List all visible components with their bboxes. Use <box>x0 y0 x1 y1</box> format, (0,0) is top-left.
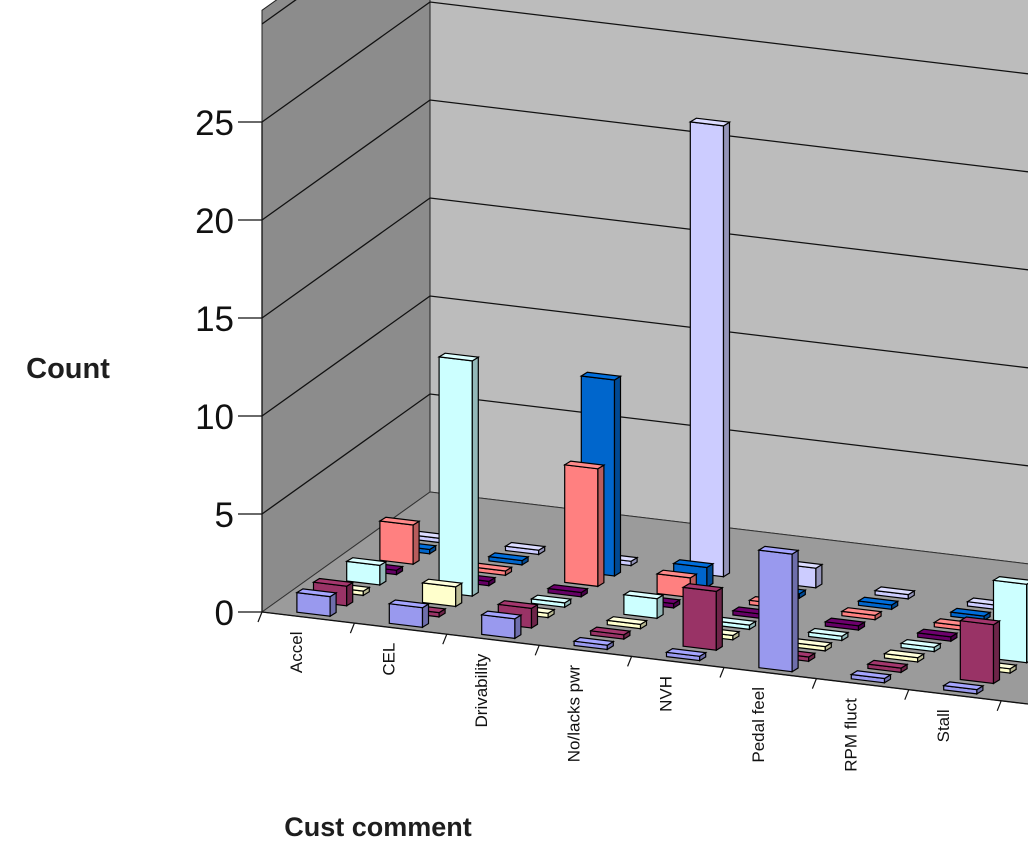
bar <box>823 617 867 632</box>
x-axis-title: Cust comment <box>284 812 472 842</box>
bar <box>344 557 388 587</box>
bar <box>437 352 481 598</box>
x-tick-label: No/lacks pwr <box>564 665 583 763</box>
x-tick-mark <box>996 700 1002 712</box>
y-tick-label: 25 <box>195 104 234 143</box>
x-tick-mark <box>811 678 817 689</box>
y-tick-label: 15 <box>195 300 234 339</box>
gridlines <box>261 0 1028 515</box>
bar <box>790 638 834 652</box>
bar <box>503 541 547 556</box>
y-tick-label: 20 <box>195 202 234 241</box>
bar <box>546 584 590 598</box>
x-tick-mark <box>904 689 910 700</box>
bar <box>529 594 573 609</box>
bar <box>487 552 530 566</box>
bar <box>562 460 606 588</box>
x-tick-mark <box>349 622 355 634</box>
bar <box>856 596 900 611</box>
gridline <box>261 197 1028 319</box>
gridline <box>261 99 1028 221</box>
bar <box>681 583 725 652</box>
bar <box>588 626 632 641</box>
x-tick-label: Pedal feel <box>749 687 768 763</box>
x-tick-label: Starting <box>1026 720 1028 779</box>
gridline <box>261 295 1028 417</box>
bar <box>958 616 1002 685</box>
bar <box>757 545 800 673</box>
bar <box>806 627 850 642</box>
bar <box>605 616 649 630</box>
bar <box>664 647 708 662</box>
axes <box>238 121 1028 712</box>
bar <box>622 590 665 620</box>
y-axis-title: Count <box>26 353 110 385</box>
bar <box>873 586 917 600</box>
x-tick-mark <box>442 633 448 645</box>
x-tick-label: Drivability <box>472 653 491 727</box>
bar <box>378 516 421 566</box>
gridline <box>261 393 1028 515</box>
bar <box>387 599 431 629</box>
bar <box>840 607 883 621</box>
bar <box>899 638 943 653</box>
x-tick-mark <box>257 611 263 623</box>
bar <box>882 649 926 664</box>
bar <box>849 670 893 684</box>
x-axis-line <box>261 611 1028 705</box>
bar <box>688 117 732 578</box>
bar <box>941 681 985 695</box>
x-tick-label: NVH <box>657 676 676 712</box>
bar <box>420 578 464 608</box>
gridline <box>261 1 1028 123</box>
x-tick-mark <box>627 656 633 667</box>
x-tick-mark <box>534 645 540 656</box>
tick-labels: 0 5 10 15 20 25 Accel CEL Drivability No/lacks pw… <box>195 104 1028 779</box>
bar <box>949 607 992 622</box>
bars <box>295 117 1028 695</box>
bar <box>915 628 959 643</box>
x-tick-label: Accel <box>287 632 306 674</box>
x-tick-label: Stall <box>934 709 953 742</box>
y-tick-label: 10 <box>195 398 234 437</box>
bar <box>572 636 616 651</box>
x-tick-label: CEL <box>380 643 399 676</box>
bar <box>479 610 523 640</box>
x-tick-mark <box>719 667 725 678</box>
bar <box>866 659 909 674</box>
x-tick-label: RPM fluct <box>842 698 861 772</box>
bar <box>295 588 338 618</box>
y-tick-label: 0 <box>215 594 234 633</box>
y-tick-label: 5 <box>215 496 234 535</box>
